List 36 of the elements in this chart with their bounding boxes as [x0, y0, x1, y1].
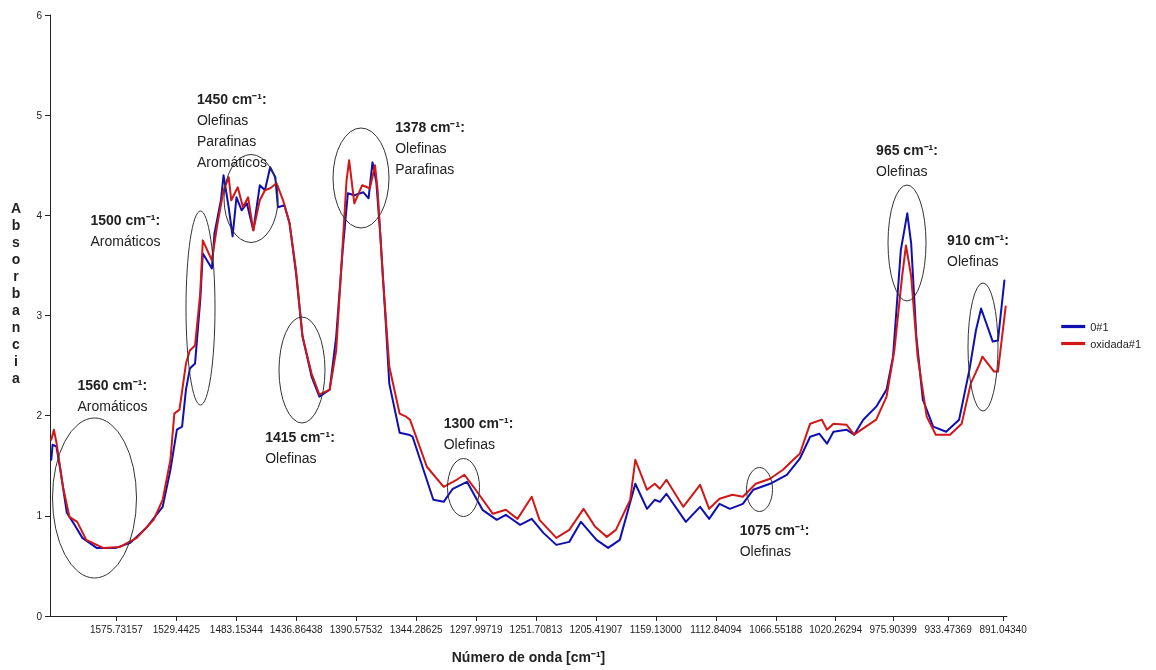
x-tick-label: 891.04340 — [979, 623, 1028, 635]
x-tick-label: 1251.70813 — [509, 623, 563, 635]
annotation: 1560 cm⁻¹: Aromáticos — [77, 376, 148, 416]
y-axis-title: Absorbancia — [8, 200, 24, 387]
x-tick-label: 1483.15344 — [209, 623, 264, 635]
y-tick-label: 2 — [36, 410, 43, 422]
x-tick-label: 1575.73157 — [89, 623, 144, 635]
y-tick-label: 6 — [36, 9, 43, 21]
x-tick-label: 1529.4425 — [152, 623, 201, 635]
annotation: 1415 cm⁻¹: Olefinas — [265, 428, 335, 468]
x-tick-label: 1390.57532 — [329, 623, 384, 635]
annotation: 1075 cm⁻¹: Olefinas — [739, 520, 810, 561]
annotation: 965 cm⁻¹: Olefinas — [876, 141, 938, 181]
y-tick-label: 0 — [36, 610, 43, 622]
x-tick-label: 1020.26294 — [809, 623, 863, 635]
annotation: 1378 cm⁻¹: Olefinas Parafinas — [395, 118, 465, 179]
x-tick-label: 933.47369 — [924, 623, 973, 635]
legend-label: oxidada#1 — [1090, 337, 1142, 350]
legend-label: 0#1 — [1090, 320, 1109, 333]
annotation: 1500 cm⁻¹: Aromáticos — [90, 211, 161, 251]
annotation: 910 cm⁻¹: Olefinas — [947, 231, 1009, 271]
annotation: 1300 cm⁻¹: Olefinas — [443, 413, 514, 454]
annotation: 1450 cm⁻¹: Olefinas Parafinas Aromáticos — [196, 89, 268, 172]
x-tick-label: 1066.55188 — [749, 623, 803, 635]
x-tick-label: 1159.13000 — [629, 623, 683, 635]
x-tick-label: 1112.84094 — [690, 623, 742, 635]
y-tick-label: 5 — [36, 109, 43, 121]
x-tick-label: 1436.86438 — [269, 623, 324, 635]
y-tick-label: 1 — [36, 510, 43, 522]
x-tick-label: 1297.99719 — [449, 623, 503, 635]
x-tick-label: 1205.41907 — [569, 623, 623, 635]
x-tick-label: 1344.28625 — [389, 623, 443, 635]
y-tick-label: 3 — [36, 310, 43, 321]
x-tick-label: 975.90399 — [869, 623, 918, 635]
x-axis-title: Número de onda [cm⁻¹] — [451, 649, 606, 665]
y-tick-label: 4 — [36, 209, 43, 221]
